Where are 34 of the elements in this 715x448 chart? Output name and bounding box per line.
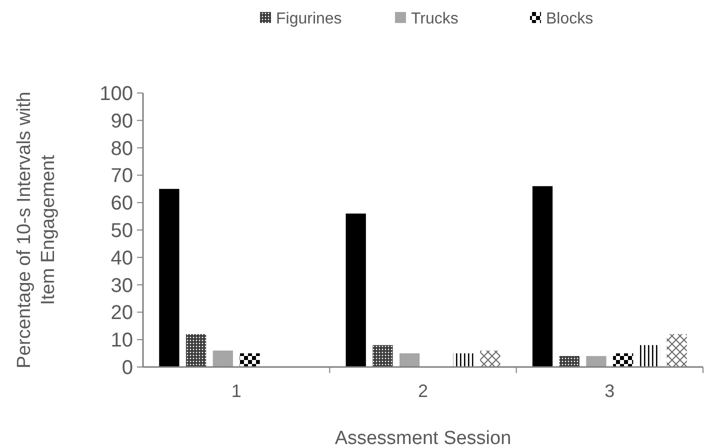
bar — [212, 350, 233, 367]
bar — [666, 334, 687, 367]
bar — [532, 186, 553, 367]
y-tick-label: 60 — [110, 192, 133, 215]
bar — [372, 345, 393, 367]
y-tick-label: 80 — [110, 138, 133, 160]
legend-label: Blocks — [546, 10, 594, 28]
x-tick-label: 1 — [231, 381, 242, 401]
y-tick-label: 90 — [110, 110, 133, 132]
y-tick-label: 0 — [122, 357, 133, 379]
legend-label: Figurines — [276, 10, 342, 28]
y-tick-label: 70 — [110, 165, 133, 188]
y-axis-title: Percentage of 10-s Intervals with Item Engagement — [14, 92, 59, 368]
y-tick-label: 40 — [110, 247, 133, 270]
y-tick-label: 50 — [110, 220, 133, 242]
y-tick-label: 100 — [100, 83, 133, 105]
bar — [159, 188, 180, 367]
x-axis-title: Assessment Session — [334, 428, 512, 448]
bar — [586, 356, 606, 367]
y-tick-label: 20 — [110, 302, 133, 324]
x-tick-label: 2 — [418, 381, 428, 401]
bar — [559, 356, 580, 367]
bar — [453, 353, 474, 367]
x-tick-label: 3 — [604, 381, 615, 401]
bar — [346, 214, 366, 367]
legend-label: Trucks — [411, 10, 458, 28]
bar — [400, 353, 420, 367]
bar — [613, 353, 634, 367]
bar — [186, 334, 206, 367]
bar — [240, 353, 260, 367]
y-tick-label: 30 — [110, 274, 133, 297]
y-tick-label: 10 — [110, 330, 133, 352]
bar — [640, 345, 660, 367]
bar — [480, 350, 500, 367]
